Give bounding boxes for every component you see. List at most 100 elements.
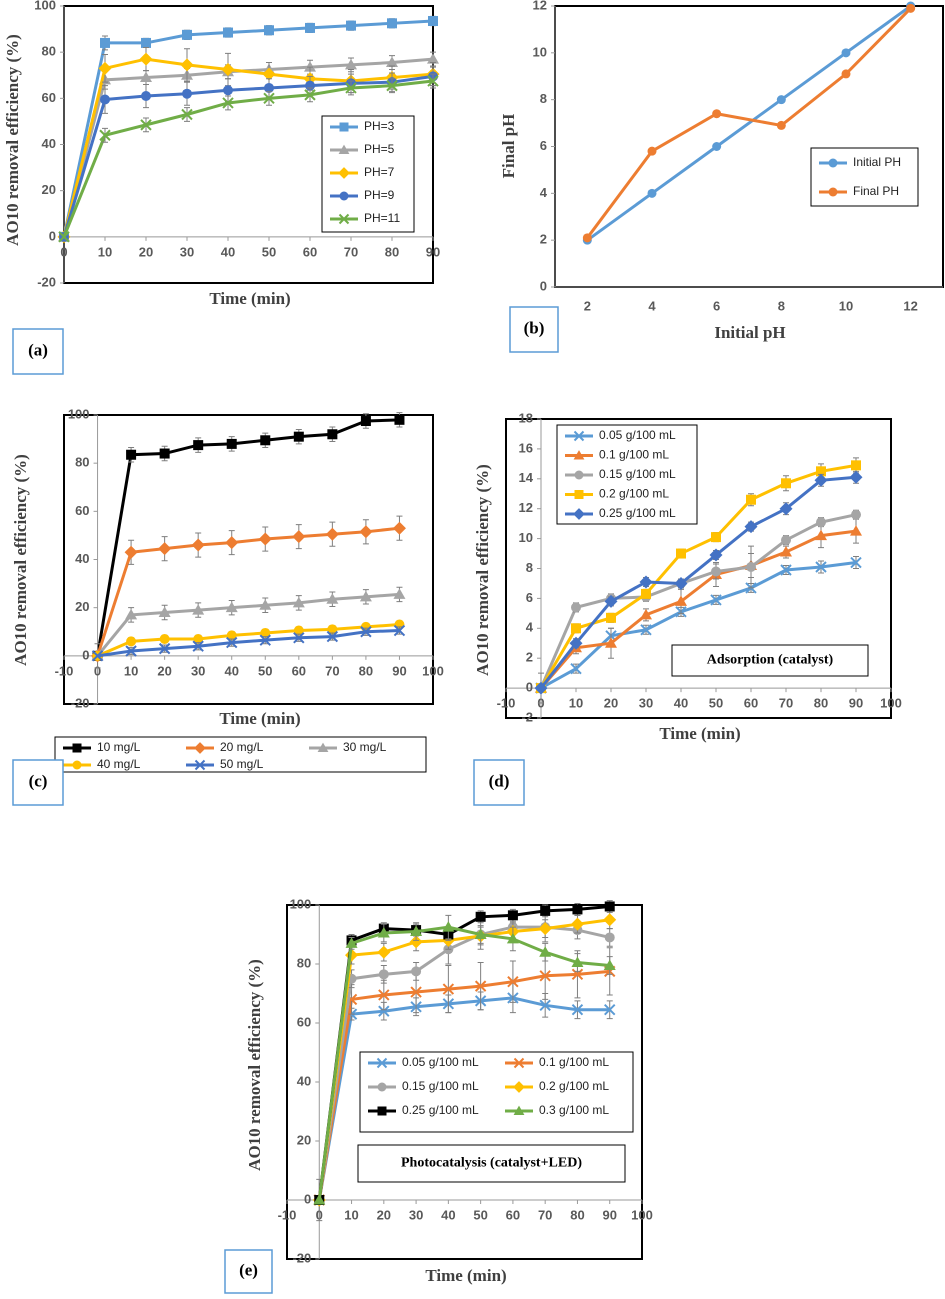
legend-box (359, 1051, 634, 1133)
series-line (62, 19, 434, 238)
marker (191, 538, 205, 552)
series-line (62, 57, 434, 238)
marker (226, 630, 237, 641)
marker (263, 92, 275, 105)
marker (158, 606, 171, 617)
marker (674, 576, 688, 590)
marker (326, 593, 339, 604)
marker (378, 969, 389, 980)
y-tick-label: 100 (290, 896, 312, 911)
annotation-box (357, 1144, 626, 1183)
marker (225, 601, 238, 613)
y-tick-label: 80 (75, 455, 89, 470)
panel-label-box (509, 306, 559, 353)
y-tick-label: 20 (297, 1132, 311, 1147)
x-tick-label: 70 (779, 696, 793, 711)
marker (574, 470, 584, 480)
marker (378, 989, 390, 1001)
marker (573, 508, 585, 520)
series-line (586, 7, 912, 239)
legend-label: 0.15 g/100 mL (402, 1079, 479, 1093)
marker (338, 144, 350, 155)
y-tick-label: 0 (49, 228, 56, 243)
series-line (539, 529, 857, 690)
marker (377, 945, 391, 959)
y-tick-label: 0 (526, 680, 533, 695)
marker (293, 431, 304, 442)
x-tick-label: 60 (303, 244, 317, 259)
marker (339, 191, 349, 201)
x-tick-label: 10 (124, 663, 138, 678)
y-tick-label: -2 (521, 709, 533, 724)
marker (571, 956, 584, 968)
x-tick-label: 0 (60, 244, 67, 259)
y-tick-label: -20 (71, 695, 90, 710)
x-tick-label: 90 (426, 244, 440, 259)
y-tick-label: 60 (75, 503, 89, 518)
marker (378, 1005, 390, 1017)
series-line (96, 623, 400, 658)
marker (676, 548, 686, 559)
marker (100, 94, 110, 105)
legend-label: 0.25 g/100 mL (402, 1103, 479, 1117)
marker (292, 530, 306, 544)
marker (571, 623, 581, 634)
plot-frame (505, 418, 892, 719)
y-tick-label: 2 (526, 650, 533, 665)
series-line (317, 925, 611, 1201)
marker (326, 630, 339, 643)
y-tick-label: 100 (34, 0, 56, 12)
x-tick-label: 90 (392, 663, 406, 678)
y-tick-label: 8 (540, 91, 547, 106)
x-tick-label: 30 (180, 244, 194, 259)
marker (780, 564, 792, 576)
y-tick-label: 20 (75, 599, 89, 614)
marker (605, 637, 617, 648)
marker (711, 532, 721, 543)
panel-label-box (12, 759, 64, 806)
marker (816, 517, 826, 528)
marker (377, 927, 390, 938)
marker (359, 525, 373, 539)
marker (327, 429, 338, 440)
legend-box (556, 424, 698, 525)
marker (606, 612, 616, 623)
x-tick-label: 80 (385, 244, 399, 259)
x-tick-label: 10 (839, 298, 853, 313)
marker (647, 146, 657, 156)
series-line (540, 561, 857, 690)
marker (540, 905, 551, 916)
marker (339, 122, 349, 132)
x-tick-label: 20 (157, 663, 171, 678)
panel-label: (e) (239, 1260, 258, 1279)
marker (192, 604, 205, 615)
y-tick-label: 4 (540, 185, 548, 200)
x-axis-title: Time (min) (209, 289, 290, 308)
marker (410, 925, 423, 937)
marker (711, 566, 721, 577)
y-tick-label: 0 (82, 647, 89, 662)
marker (226, 438, 237, 449)
x-tick-label: 20 (604, 696, 618, 711)
x-tick-label: 50 (473, 1207, 487, 1222)
marker (906, 3, 916, 13)
x-tick-label: 100 (880, 696, 902, 711)
marker (58, 231, 70, 243)
marker (180, 58, 194, 72)
y-tick-label: 80 (42, 44, 56, 59)
legend-label: PH=9 (364, 188, 395, 202)
series-line (96, 418, 400, 657)
marker (851, 509, 861, 520)
legend-label: 0.05 g/100 mL (402, 1055, 479, 1069)
legend-label: 50 mg/L (220, 757, 264, 771)
marker (712, 109, 722, 119)
marker (360, 416, 371, 427)
y-axis-title: AO10 removal efficiency (%) (245, 959, 264, 1171)
marker (570, 917, 584, 931)
marker (427, 75, 439, 87)
series-line (62, 74, 434, 238)
x-axis-title: Time (min) (219, 709, 300, 728)
marker (264, 25, 274, 36)
x-tick-label: 60 (744, 696, 758, 711)
marker (394, 414, 405, 425)
